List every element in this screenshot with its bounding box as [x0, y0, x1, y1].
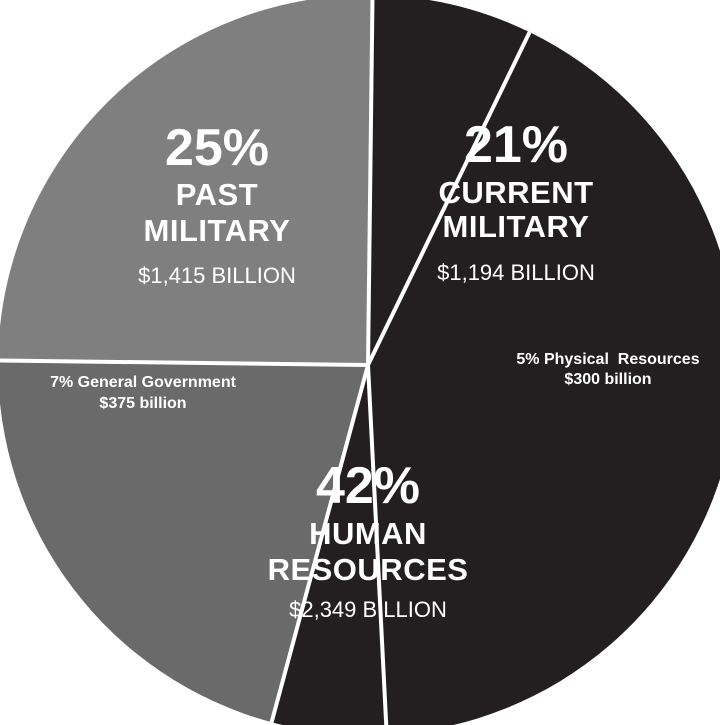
- slice-percent-past-military: 25%: [165, 119, 269, 177]
- slice-name-human-resources-line1: HUMAN: [309, 516, 427, 551]
- slice-percent-current-military: 21%: [464, 116, 568, 174]
- slice-name-past-military-line2: MILITARY: [144, 213, 291, 248]
- slice-name-past-military-line1: PAST: [176, 177, 258, 212]
- slice-name-current-military-line1: CURRENT: [438, 175, 593, 210]
- slice-name-human-resources-line2: RESOURCES: [268, 552, 469, 587]
- slice-amount-current-military: $1,194 BILLION: [437, 260, 595, 285]
- slice-label-physical-resources-line2: $300 billion: [564, 371, 651, 388]
- slice-label-general-government-line1: 7% General Government: [50, 374, 237, 391]
- slice-amount-past-military: $1,415 BILLION: [138, 263, 296, 288]
- slice-label-physical-resources-line1: 5% Physical Resources: [516, 351, 699, 368]
- slice-percent-human-resources: 42%: [316, 457, 420, 515]
- slice-amount-human-resources: $2,349 BILLION: [289, 597, 447, 622]
- slice-label-general-government-line2: $375 billion: [99, 395, 186, 412]
- slice-name-current-military-line2: MILITARY: [443, 209, 590, 244]
